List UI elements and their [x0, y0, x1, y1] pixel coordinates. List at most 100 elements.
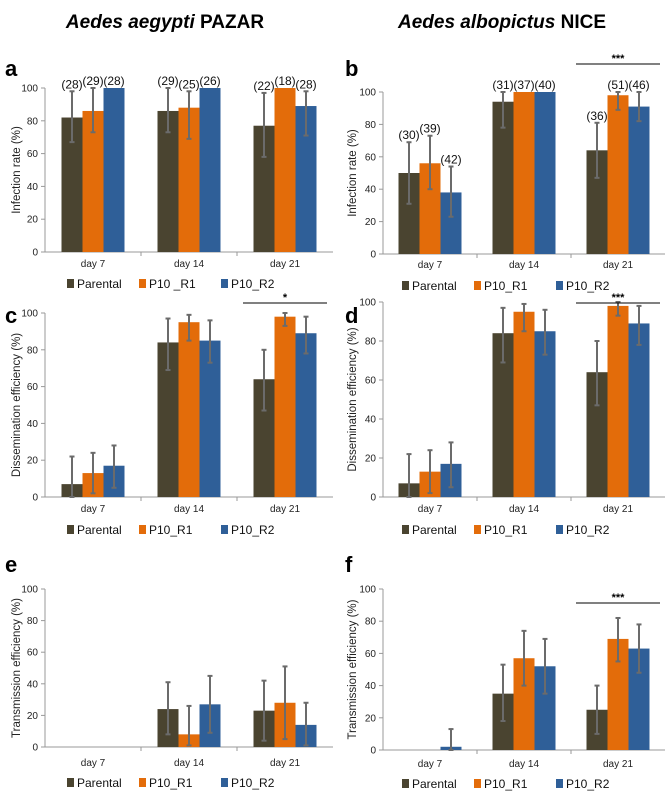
bar-P10_R2-day21	[628, 648, 650, 750]
y-tick-label: 0	[370, 250, 376, 261]
sample-size-label: (40)	[534, 78, 555, 92]
panel-b: b 0 20 40 60 80 100 Infection rate (%) day 7 (30)…	[345, 53, 665, 293]
sample-size-label: (36)	[586, 109, 607, 123]
legend-label: P10_R2	[566, 523, 610, 537]
x-tick-label: day 7	[81, 259, 106, 270]
y-tick-label: 60	[27, 648, 39, 659]
legend-swatch	[556, 281, 563, 290]
sample-size-label: (42)	[440, 153, 461, 167]
bar-Parental-day14	[492, 333, 514, 497]
x-tick-label: day 7	[418, 504, 443, 515]
y-tick-label: 40	[365, 185, 377, 196]
legend-label: Parental	[412, 279, 457, 293]
y-tick-label: 80	[27, 345, 39, 356]
legend-swatch	[67, 525, 74, 534]
y-tick-label: 0	[32, 248, 38, 259]
y-tick-label: 100	[21, 585, 38, 596]
legend-swatch	[139, 525, 146, 534]
sample-size-label: (22)	[253, 79, 274, 93]
x-tick-label: day 21	[270, 758, 300, 769]
legend-label: P10_R1	[484, 279, 528, 293]
y-axis-label: Infection rate (%)	[11, 126, 23, 214]
y-tick-label: 60	[365, 649, 377, 660]
x-tick-label: day 21	[603, 260, 633, 271]
y-axis-label: Dissemination efficiency (%)	[347, 327, 359, 471]
legend-label: Parental	[77, 277, 122, 291]
legend-label: Parental	[412, 777, 457, 791]
legend-label: P10_R2	[566, 279, 610, 293]
y-tick-label: 100	[359, 585, 376, 596]
x-tick-label: day 21	[270, 504, 300, 515]
bar-Parental-day21	[586, 372, 608, 497]
bar-P10_R1-day21	[274, 316, 296, 497]
legend-swatch	[139, 778, 146, 787]
bar-P10_R2-day14	[199, 340, 221, 497]
bar-P10_R2-day14	[534, 92, 556, 254]
x-tick-label: day 7	[81, 504, 106, 515]
sample-size-label: (26)	[199, 74, 220, 88]
y-tick-label: 100	[21, 309, 38, 320]
y-tick-label: 100	[21, 84, 38, 95]
bar-P10_R1-day14	[513, 658, 535, 750]
legend-swatch	[474, 779, 481, 788]
bar-P10_R2-day7	[440, 192, 462, 254]
bar-P10_R1-day14	[178, 322, 200, 497]
y-tick-label: 60	[365, 376, 377, 387]
legend-label: Parental	[412, 523, 457, 537]
legend-label: Parental	[77, 523, 122, 537]
panel-letter: b	[345, 56, 358, 81]
y-tick-label: 20	[365, 217, 377, 228]
legend-swatch	[221, 525, 228, 534]
bar-P10_R1-day7	[419, 163, 441, 254]
sample-size-label: (25)	[178, 77, 199, 91]
y-tick-label: 80	[365, 337, 377, 348]
x-tick-label: day 7	[81, 758, 106, 769]
legend-label: P10_R2	[231, 523, 275, 537]
x-tick-label: day 14	[174, 758, 204, 769]
y-tick-label: 20	[365, 713, 377, 724]
bar-Parental-day14	[157, 110, 179, 253]
bar-Parental-day21	[586, 150, 608, 254]
legend-label: P10_R2	[231, 277, 275, 291]
sample-size-label: (37)	[513, 78, 534, 92]
y-axis-label: Dissemination efficiency (%)	[11, 333, 23, 477]
panel-letter: d	[345, 303, 358, 328]
significance-label: ***	[612, 53, 626, 65]
y-tick-label: 80	[365, 120, 377, 131]
bar-P10_R2-day14	[534, 666, 556, 750]
sample-size-label: (28)	[103, 74, 124, 88]
sample-size-label: (30)	[398, 128, 419, 142]
x-tick-label: day 21	[603, 504, 633, 515]
y-tick-label: 60	[27, 149, 39, 160]
y-tick-label: 100	[359, 88, 376, 99]
sample-size-label: (18)	[274, 74, 295, 88]
bar-Parental-day7	[398, 173, 420, 254]
significance-label: ***	[612, 592, 626, 604]
x-tick-label: day 14	[174, 504, 204, 515]
legend-swatch	[402, 525, 409, 534]
bar-P10_R2-day14	[199, 88, 221, 252]
y-tick-label: 80	[27, 616, 39, 627]
panel-e: e 0 20 40 60 80 100 Transmission efficiency (%)…	[5, 552, 333, 790]
x-tick-label: day 14	[174, 259, 204, 270]
legend-swatch	[67, 279, 74, 288]
y-tick-label: 0	[32, 493, 38, 504]
bar-Parental-day7	[61, 117, 83, 253]
legend-swatch	[556, 779, 563, 788]
legend-swatch	[556, 525, 563, 534]
significance-label: ***	[612, 292, 626, 304]
bar-P10_R1-day14	[513, 311, 535, 497]
x-tick-label: day 14	[509, 504, 539, 515]
legend-label: P10_R1	[484, 523, 528, 537]
panel-c: c 0 20 40 60 80 100 Dissemination efficiency (%…	[5, 292, 333, 537]
x-tick-label: day 21	[603, 759, 633, 770]
sample-size-label: (46)	[628, 78, 649, 92]
bar-P10_R1-day21	[607, 638, 629, 750]
bar-P10_R1-day21	[607, 305, 629, 497]
y-axis-label: Infection rate (%)	[347, 129, 359, 217]
legend-swatch	[402, 779, 409, 788]
legend-label: P10_R1	[484, 777, 528, 791]
sample-size-label: (29)	[82, 74, 103, 88]
